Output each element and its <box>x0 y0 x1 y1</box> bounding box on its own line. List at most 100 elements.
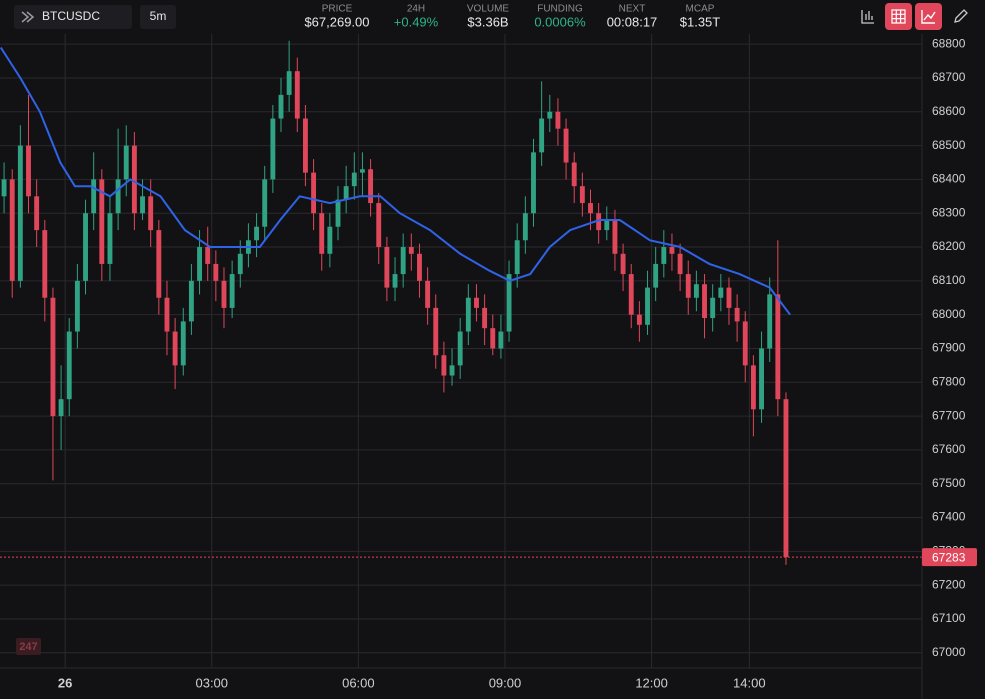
candle-body <box>26 145 31 197</box>
candle-body <box>612 219 618 254</box>
candle-body <box>254 226 260 241</box>
candle-body <box>588 203 593 214</box>
y-tick-label: 68600 <box>932 104 966 118</box>
candle-body <box>368 169 374 204</box>
x-tick-label: 06:00 <box>342 675 375 690</box>
candle-body <box>58 399 64 417</box>
y-tick-label: 68400 <box>932 172 966 186</box>
candle-body <box>522 213 528 241</box>
candle-body <box>34 196 40 231</box>
candle-body <box>636 314 642 325</box>
candle-body <box>221 280 227 308</box>
candle-body <box>351 172 357 187</box>
candle-body <box>148 196 154 231</box>
interval: 5m <box>150 9 167 23</box>
stats: PRICE$67,269.00 24H+0.49% VOLUME$3.36B FUND… <box>304 4 720 30</box>
candle-body <box>335 199 341 227</box>
y-tick-label: 68100 <box>932 273 966 287</box>
candle-body <box>17 145 23 281</box>
candle-body <box>653 263 659 288</box>
stat-label: 24H <box>407 4 425 15</box>
candle-body <box>433 307 439 356</box>
candle-body <box>718 287 724 298</box>
candle-body <box>490 328 496 349</box>
candle-body <box>555 111 561 129</box>
candle-body <box>465 297 471 332</box>
stat-value: 0.0006% <box>534 14 586 29</box>
symbol-box[interactable] <box>14 5 132 29</box>
candle-body <box>726 287 732 308</box>
stat-label: VOLUME <box>467 4 510 15</box>
icon-draw[interactable] <box>954 9 968 23</box>
stat-value: +0.49% <box>394 14 439 29</box>
y-tick-label: 67500 <box>932 476 966 490</box>
candle-body <box>229 274 235 308</box>
candle-body <box>131 145 137 214</box>
x-tick-label: 09:00 <box>489 675 522 690</box>
icon-chart <box>921 10 936 24</box>
watermark-box <box>16 638 41 655</box>
stat-label: PRICE <box>322 4 353 15</box>
candle-body <box>604 219 610 231</box>
candle-body <box>685 274 691 298</box>
candle-body <box>767 294 773 349</box>
candle-body <box>164 297 170 332</box>
symbol-icon <box>21 11 35 23</box>
symbol: BTCUSDC <box>42 9 100 23</box>
icon-grid-button[interactable] <box>885 3 912 30</box>
stat-value: $3.36B <box>467 14 508 29</box>
candle-body <box>417 253 422 281</box>
icon-indicators[interactable] <box>861 10 874 24</box>
candle-body <box>750 365 756 410</box>
candle-body <box>156 230 162 298</box>
candle-body <box>702 284 707 319</box>
y-tick-label: 68000 <box>932 307 966 321</box>
candle-body <box>693 284 699 298</box>
y-tick-label: 68700 <box>932 70 966 84</box>
icon-grid <box>891 9 906 24</box>
watermark: 247 <box>19 641 37 653</box>
candle-body <box>140 196 145 214</box>
candle-body <box>343 186 349 200</box>
y-tick-label: 68200 <box>932 239 966 253</box>
candle-body <box>66 331 72 400</box>
candle-body <box>457 331 463 366</box>
candle-body <box>376 203 382 248</box>
candle-body <box>742 321 748 366</box>
stat-label: MCAP <box>686 4 715 15</box>
x-tick-label: 26 <box>58 675 72 690</box>
candle-body <box>302 118 308 173</box>
candle-body <box>783 399 789 558</box>
y-tick-label: 67200 <box>932 577 966 591</box>
candle-body <box>270 118 276 180</box>
x-tick-label: 03:00 <box>195 675 228 690</box>
candle-body <box>498 331 504 349</box>
candle-body <box>91 179 97 214</box>
candle-body <box>474 297 479 308</box>
candle-body <box>710 297 716 319</box>
candle-body <box>123 145 129 180</box>
candle-body <box>327 226 333 254</box>
candle-body <box>74 280 80 332</box>
last-price-label: 67283 <box>932 550 966 564</box>
candle-body <box>734 307 740 322</box>
stat-label: NEXT <box>619 4 646 15</box>
candle-body <box>83 213 88 281</box>
candle-body <box>506 274 512 332</box>
stat-label: FUNDING <box>537 4 583 15</box>
y-tick-label: 67600 <box>932 442 966 456</box>
axes: 6700067100672006730067400675006760067700… <box>58 36 977 690</box>
candle-body <box>759 348 764 410</box>
x-tick-label: 14:00 <box>733 675 766 690</box>
icon-chart-button[interactable] <box>915 3 942 30</box>
candle-body <box>107 213 113 264</box>
candle-body <box>237 253 243 275</box>
y-tick-label: 68800 <box>932 36 966 50</box>
candle-body <box>319 213 325 254</box>
x-tick-label: 12:00 <box>635 675 668 690</box>
candle-body <box>661 247 667 264</box>
interval-box[interactable] <box>140 5 176 29</box>
candle-body <box>449 365 455 376</box>
candle-body <box>531 152 536 214</box>
